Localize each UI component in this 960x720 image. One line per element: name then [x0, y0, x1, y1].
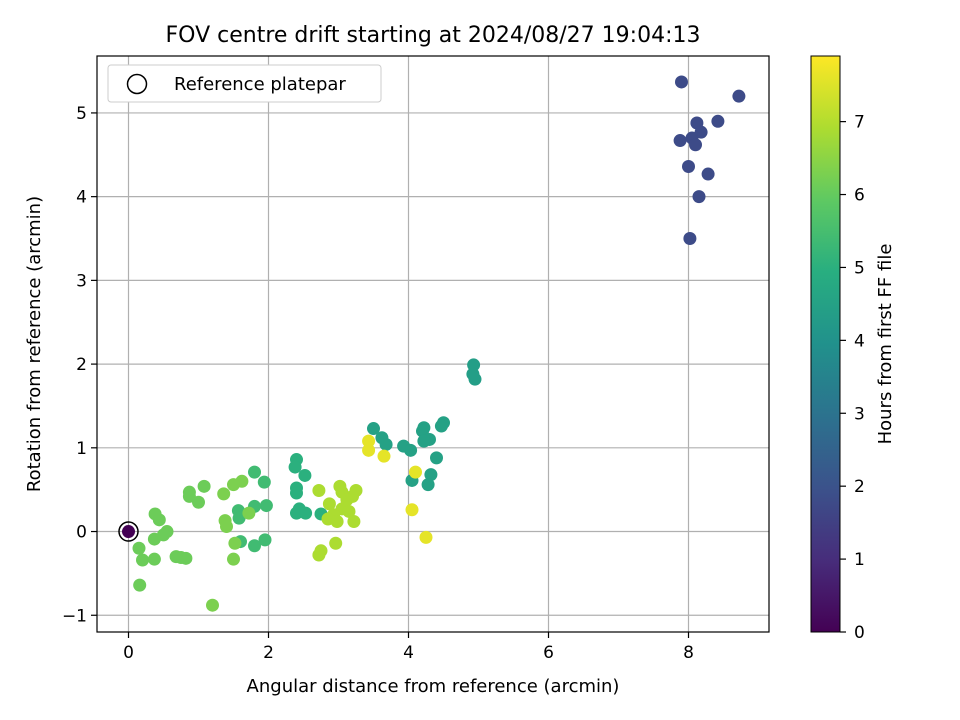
data-point — [220, 520, 233, 534]
data-point — [288, 460, 302, 474]
data-point — [409, 465, 422, 479]
data-point — [147, 552, 161, 566]
data-point — [732, 89, 746, 103]
data-point — [682, 160, 695, 174]
data-point — [197, 479, 211, 493]
data-point — [206, 598, 219, 612]
data-point — [362, 443, 376, 457]
data-point — [227, 478, 240, 492]
colorbar-ticks: 0 1 2 3 4 5 6 7 — [840, 113, 865, 643]
data-point — [232, 511, 246, 525]
data-point — [147, 532, 161, 546]
data-point — [132, 541, 146, 555]
data-point — [692, 190, 706, 204]
data-point — [424, 468, 438, 482]
data-point — [228, 536, 242, 550]
chart-title: FOV centre drift starting at 2024/08/27 … — [166, 23, 701, 48]
data-point — [122, 525, 135, 539]
data-point — [248, 539, 261, 553]
colorbar-tick-label: 3 — [854, 404, 865, 424]
data-point — [152, 513, 166, 527]
data-point — [417, 434, 431, 448]
plot-area — [97, 56, 769, 632]
data-point — [217, 487, 231, 501]
data-point — [259, 499, 273, 513]
y-tick-label: 1 — [76, 439, 87, 459]
data-point — [298, 468, 312, 482]
data-point — [404, 443, 418, 457]
reference-point-marker — [118, 521, 139, 542]
y-tick-label: −1 — [62, 606, 87, 626]
data-point — [379, 437, 393, 451]
data-point — [312, 548, 326, 562]
x-axis-ticks: 0 2 4 6 8 — [123, 632, 694, 663]
data-point — [330, 514, 344, 528]
grid-lines — [97, 56, 769, 632]
data-point — [405, 503, 419, 517]
data-point — [192, 495, 205, 509]
x-tick-label: 0 — [123, 643, 134, 663]
data-point — [242, 506, 256, 520]
colorbar-tick-label: 2 — [854, 477, 865, 497]
legend-label: Reference platepar — [174, 74, 346, 95]
colorbar-tick-label: 5 — [854, 258, 865, 278]
data-point — [133, 578, 147, 592]
data-point — [377, 449, 391, 463]
data-point — [312, 484, 326, 498]
y-axis-label: Rotation from reference (arcmin) — [24, 196, 45, 492]
x-axis-label: Angular distance from reference (arcmin) — [247, 676, 620, 697]
data-point — [468, 372, 482, 386]
y-tick-label: 0 — [76, 523, 87, 543]
colorbar-tick-label: 1 — [854, 550, 865, 570]
y-axis-ticks: −1 0 1 2 3 4 5 — [62, 104, 97, 626]
data-point — [179, 551, 193, 565]
legend: Reference platepar — [107, 64, 382, 103]
y-tick-label: 3 — [76, 271, 87, 291]
colorbar-label: Hours from first FF file — [875, 244, 896, 445]
colorbar-tick-label: 4 — [854, 331, 865, 351]
data-point — [227, 552, 240, 566]
data-point — [689, 138, 702, 152]
legend-box — [107, 64, 382, 103]
data-points — [118, 75, 746, 612]
colorbar-tick-label: 7 — [854, 113, 865, 133]
data-point — [362, 434, 376, 448]
data-point — [290, 486, 303, 500]
data-point — [367, 422, 380, 436]
data-point — [136, 553, 149, 567]
y-tick-label: 2 — [76, 355, 87, 375]
data-point — [711, 114, 725, 128]
data-point — [673, 134, 687, 148]
colorbar-tick-label: 6 — [854, 186, 865, 206]
data-point — [248, 465, 261, 479]
y-tick-label: 5 — [76, 104, 87, 124]
y-tick-label: 4 — [76, 188, 87, 208]
data-point — [683, 232, 697, 246]
data-point — [430, 451, 443, 465]
x-tick-label: 6 — [543, 643, 554, 663]
plot-frame — [96, 55, 770, 633]
data-point — [419, 530, 433, 544]
data-point — [299, 506, 313, 520]
data-point — [342, 504, 356, 518]
x-tick-label: 4 — [403, 643, 414, 663]
colorbar-tick-label: 0 — [854, 623, 865, 643]
data-point — [347, 514, 361, 528]
legend-marker-reference — [126, 73, 148, 95]
data-point — [258, 533, 272, 547]
x-tick-label: 8 — [683, 643, 694, 663]
data-point — [421, 478, 435, 492]
data-point — [434, 419, 448, 433]
data-point — [290, 506, 303, 520]
data-point — [322, 497, 336, 511]
colorbar — [810, 55, 841, 633]
data-point — [257, 475, 271, 489]
data-point — [675, 75, 688, 89]
data-point — [329, 536, 343, 550]
x-tick-label: 2 — [263, 643, 274, 663]
data-point — [701, 167, 715, 181]
